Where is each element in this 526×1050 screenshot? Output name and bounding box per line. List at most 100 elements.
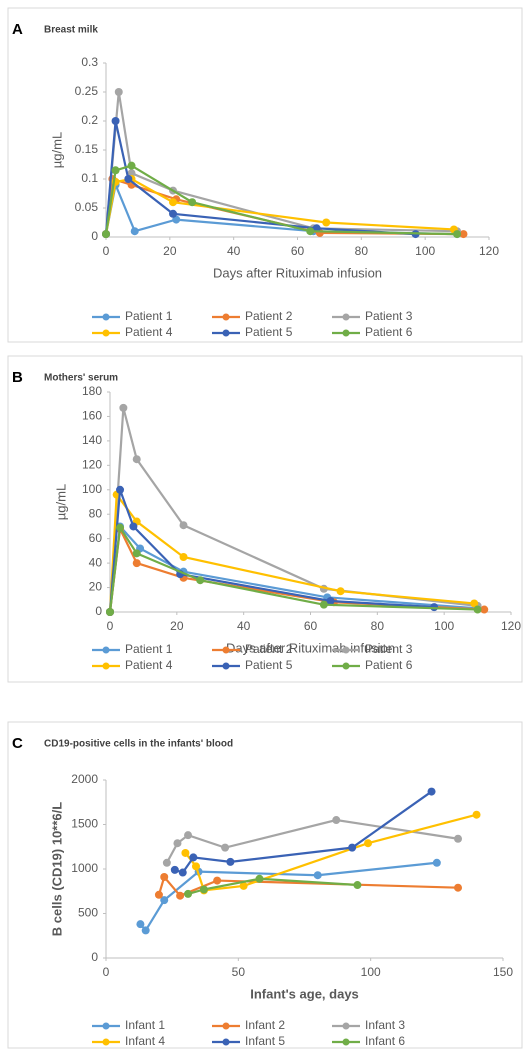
series-line [184, 813, 477, 892]
data-point [136, 920, 145, 929]
legend-label: Infant 3 [365, 1018, 405, 1032]
legend-label: Infant 4 [125, 1034, 165, 1048]
legend-marker [102, 646, 110, 654]
y-tick-label: 1000 [71, 861, 98, 875]
data-point [472, 810, 481, 819]
legend-marker [222, 646, 230, 654]
x-tick-label: 20 [170, 619, 184, 633]
data-point [124, 175, 133, 183]
legend-marker [102, 662, 110, 670]
data-point [353, 881, 362, 890]
legend-marker [342, 1038, 350, 1046]
panel-title: CD19-positive cells in the infants' bloo… [44, 739, 233, 750]
y-tick-label: 80 [89, 506, 103, 520]
y-tick-label: 0 [91, 950, 98, 964]
x-axis-title: Days after Rituximab infusion [226, 640, 395, 655]
x-tick-label: 100 [415, 244, 435, 258]
legend-label: Patient 2 [245, 642, 293, 656]
data-point [130, 227, 139, 236]
data-point [221, 843, 230, 852]
data-point [173, 839, 182, 848]
data-point [255, 874, 264, 883]
data-point [313, 871, 322, 880]
data-point [364, 839, 373, 848]
data-point [189, 853, 198, 862]
data-point [473, 605, 482, 614]
data-point [102, 230, 110, 239]
x-axis-title: Infant's age, days [250, 986, 359, 1001]
legend-marker [342, 646, 350, 654]
panel-frame [7, 7, 523, 343]
series-line [187, 877, 358, 895]
y-tick-label: 140 [82, 433, 102, 447]
data-point [127, 161, 136, 170]
legend-marker [342, 313, 350, 321]
y-tick-label: 0.05 [75, 200, 99, 214]
y-tick-label: 0 [91, 229, 98, 243]
x-tick-label: 50 [232, 965, 246, 979]
series-line [104, 91, 458, 235]
x-tick-label: 80 [355, 244, 369, 258]
data-point [111, 166, 120, 175]
series-line [104, 120, 416, 236]
data-point [188, 198, 197, 207]
legend-label: Patient 5 [245, 325, 293, 339]
x-tick-label: 100 [434, 619, 454, 633]
legend-label: Patient 2 [245, 309, 293, 323]
data-point [226, 857, 235, 866]
legend-marker [102, 329, 110, 337]
legend-label: Patient 6 [365, 325, 413, 339]
data-point [154, 890, 163, 899]
series-line [165, 818, 459, 864]
x-tick-label: 150 [493, 965, 513, 979]
data-point [141, 926, 150, 935]
y-axis-title: µg/mL [53, 484, 68, 520]
series-line [108, 524, 478, 613]
data-point [181, 848, 190, 857]
y-tick-label: 2000 [71, 772, 98, 786]
data-point [179, 553, 188, 561]
series-line [104, 177, 454, 235]
legend-label: Infant 6 [365, 1034, 405, 1048]
panel-title: Mothers' serum [44, 373, 118, 384]
data-point [199, 885, 208, 894]
x-tick-label: 40 [227, 244, 241, 258]
data-point [170, 865, 179, 874]
data-point [116, 523, 125, 532]
x-tick-label: 60 [291, 244, 305, 258]
panel-title: Breast milk [44, 25, 98, 36]
data-point [111, 117, 120, 125]
data-point [191, 862, 200, 871]
y-tick-label: 500 [78, 906, 98, 920]
legend-label: Patient 1 [125, 309, 173, 323]
data-point [480, 605, 489, 614]
data-point [319, 600, 328, 609]
data-point [213, 876, 222, 885]
legend-marker [342, 662, 350, 670]
data-point [336, 587, 345, 596]
legend-label: Infant 5 [245, 1034, 285, 1048]
legend-label: Patient 6 [365, 658, 413, 672]
data-point [169, 209, 178, 218]
data-point [454, 883, 463, 892]
legend-marker [342, 1022, 350, 1030]
legend-marker [342, 329, 350, 337]
data-point [162, 858, 171, 867]
data-point [326, 597, 335, 605]
legend-marker [102, 1022, 110, 1030]
data-point [169, 198, 178, 207]
legend-label: Patient 4 [125, 325, 173, 339]
chart-panel: A Breast milk 0 0.05 0.1 0.15 0.2 0.25 0.3 0 20 40 6… [12, 21, 499, 339]
data-point [239, 881, 248, 890]
y-tick-label: 0.1 [81, 171, 98, 185]
y-axis-title: µg/mL [49, 132, 64, 168]
y-tick-label: 0.25 [75, 84, 99, 98]
legend-label: Infant 1 [125, 1018, 165, 1032]
x-tick-label: 0 [103, 244, 110, 258]
data-point [184, 889, 193, 898]
legend-marker [222, 313, 230, 321]
x-tick-label: 20 [163, 244, 177, 258]
legend-marker [222, 662, 230, 670]
x-tick-label: 120 [479, 244, 499, 258]
